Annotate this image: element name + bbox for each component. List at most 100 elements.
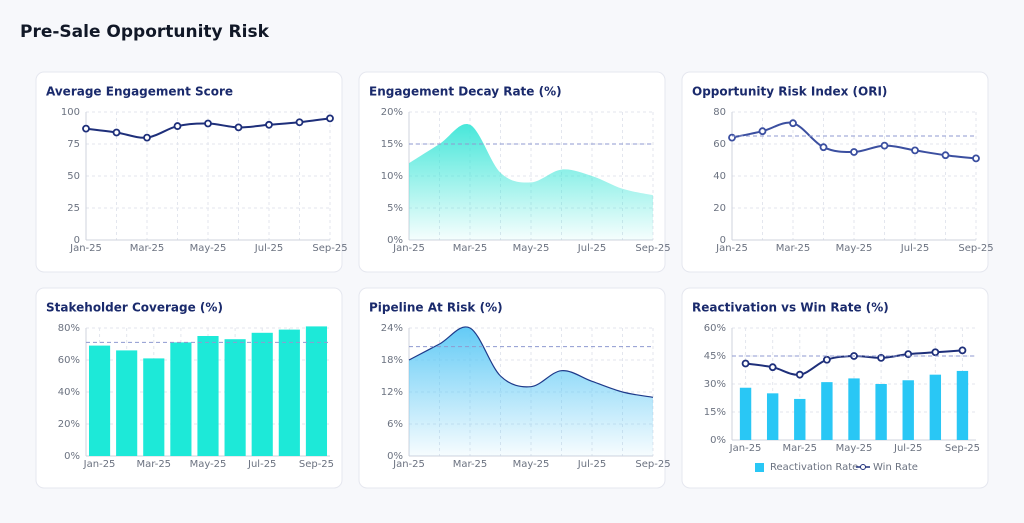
point (911, 146, 919, 155)
chart-title: Pipeline At Risk (%) (369, 301, 503, 315)
point (880, 141, 889, 150)
bar (251, 332, 273, 456)
point (789, 119, 797, 128)
y-tick-label: 0 (74, 235, 80, 246)
chart-title: Engagement Decay Rate (%) (369, 85, 562, 99)
x-tick-label: Jul-25 (247, 459, 276, 470)
card (358, 71, 666, 273)
point (326, 114, 334, 123)
y-tick-label: 20 (713, 203, 726, 214)
point (234, 123, 243, 132)
y-tick-label: 15% (381, 139, 403, 150)
y-tick-label: 60 (713, 139, 726, 150)
y-tick-label: 15% (704, 407, 726, 418)
x-tick-label: Jul-25 (900, 243, 929, 254)
point (850, 148, 858, 156)
chart-title: Average Engagement Score (46, 85, 233, 99)
y-tick-label: 18% (381, 355, 403, 366)
y-tick-label: 45% (704, 351, 726, 362)
card (681, 287, 989, 489)
point (931, 348, 940, 357)
y-tick-label: 0% (387, 235, 403, 246)
x-tick-label: Jan-25 (69, 243, 102, 254)
x-tick-label: Sep-25 (299, 459, 334, 470)
bar (739, 387, 752, 440)
page-title: Pre-Sale Opportunity Risk (20, 22, 270, 42)
area-fill (409, 326, 653, 456)
point (972, 154, 980, 163)
y-tick-label: 60% (58, 355, 80, 366)
x-tick-label: Mar-25 (453, 243, 488, 254)
x-tick-label: May-25 (190, 459, 227, 470)
point (941, 151, 950, 160)
x-tick-label: Mar-25 (776, 243, 811, 254)
card (681, 71, 989, 273)
bar (143, 358, 165, 456)
legend-swatch (755, 463, 764, 472)
bar (170, 342, 192, 456)
y-tick-label: 100 (61, 107, 80, 118)
y-tick-label: 20% (381, 107, 403, 118)
legend-label: Reactivation Rate (770, 462, 858, 473)
y-tick-label: 0 (720, 235, 726, 246)
bar (766, 393, 779, 440)
bar (116, 350, 138, 456)
point (204, 119, 212, 128)
y-tick-label: 80 (713, 107, 726, 118)
point (82, 124, 90, 133)
y-tick-label: 40 (713, 171, 726, 182)
x-tick-label: May-25 (513, 243, 550, 254)
y-tick-label: 10% (381, 171, 403, 182)
x-tick-label: Mar-25 (136, 459, 171, 470)
x-tick-label: May-25 (190, 243, 227, 254)
point (741, 359, 750, 368)
point (822, 355, 831, 364)
bar (902, 380, 914, 440)
point (795, 370, 804, 379)
x-tick-label: Mar-25 (130, 243, 165, 254)
y-tick-label: 6% (387, 419, 403, 430)
x-tick-label: May-25 (513, 459, 550, 470)
x-tick-label: Jan-25 (392, 243, 425, 254)
chart-title: Reactivation vs Win Rate (%) (692, 301, 889, 315)
area-fill (409, 123, 653, 240)
bar (821, 382, 833, 440)
y-tick-label: 20% (58, 419, 80, 430)
y-tick-label: 30% (704, 379, 726, 390)
point (958, 346, 967, 355)
y-tick-label: 50 (67, 171, 80, 182)
x-tick-label: Jan-25 (729, 443, 762, 454)
x-tick-label: Mar-25 (782, 443, 817, 454)
bar (794, 398, 806, 440)
card (35, 71, 343, 273)
x-tick-label: Jul-25 (254, 243, 283, 254)
y-tick-label: 5% (387, 203, 403, 214)
legend-label: Win Rate (873, 462, 918, 473)
bar (956, 370, 969, 440)
x-tick-label: Jan-25 (715, 243, 748, 254)
bar (224, 339, 246, 456)
y-tick-label: 0% (387, 451, 403, 462)
bar (197, 336, 219, 456)
y-tick-label: 0% (710, 435, 726, 446)
y-tick-label: 40% (58, 387, 80, 398)
point (768, 363, 777, 372)
x-tick-label: Jan-25 (392, 459, 425, 470)
y-tick-label: 60% (704, 323, 726, 334)
point (295, 118, 304, 127)
x-tick-label: Jul-25 (577, 459, 606, 470)
point (265, 120, 273, 129)
point (112, 128, 121, 137)
x-tick-label: Jul-25 (893, 443, 922, 454)
point (173, 122, 182, 130)
bar (278, 329, 300, 456)
line (408, 326, 654, 398)
x-tick-label: Sep-25 (635, 459, 670, 470)
bar (875, 384, 887, 440)
bar (88, 345, 111, 456)
y-tick-label: 12% (381, 387, 403, 398)
x-tick-label: May-25 (836, 243, 873, 254)
bar (305, 326, 328, 456)
